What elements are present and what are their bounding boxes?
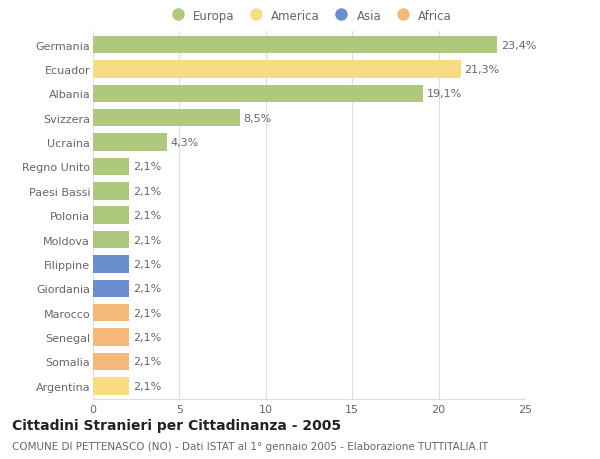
Bar (93, 37, 497, 54)
Text: 2,1%: 2,1% (133, 211, 161, 221)
Bar (93, 377, 129, 395)
Text: 23,4%: 23,4% (501, 40, 536, 50)
Bar (93, 134, 167, 151)
Bar (93, 110, 240, 127)
Text: 2,1%: 2,1% (133, 284, 161, 294)
Text: 2,1%: 2,1% (133, 235, 161, 245)
Bar (93, 329, 129, 346)
Bar (93, 207, 129, 224)
Bar (93, 158, 129, 176)
Bar (93, 280, 129, 297)
Text: 4,3%: 4,3% (171, 138, 199, 148)
Bar (93, 256, 129, 273)
Text: 8,5%: 8,5% (244, 113, 272, 123)
Bar (93, 353, 129, 370)
Text: 2,1%: 2,1% (133, 162, 161, 172)
Bar (93, 183, 129, 200)
Text: 19,1%: 19,1% (427, 89, 462, 99)
Text: 2,1%: 2,1% (133, 308, 161, 318)
Text: 2,1%: 2,1% (133, 357, 161, 367)
Text: 2,1%: 2,1% (133, 381, 161, 391)
Text: 2,1%: 2,1% (133, 332, 161, 342)
Text: 2,1%: 2,1% (133, 259, 161, 269)
Bar (93, 85, 423, 103)
Bar (93, 304, 129, 322)
Text: 2,1%: 2,1% (133, 186, 161, 196)
Bar (93, 61, 461, 78)
Text: Cittadini Stranieri per Cittadinanza - 2005: Cittadini Stranieri per Cittadinanza - 2… (12, 418, 341, 431)
Text: 21,3%: 21,3% (464, 65, 500, 75)
Text: COMUNE DI PETTENASCO (NO) - Dati ISTAT al 1° gennaio 2005 - Elaborazione TUTTITA: COMUNE DI PETTENASCO (NO) - Dati ISTAT a… (12, 441, 488, 451)
Legend: Europa, America, Asia, Africa: Europa, America, Asia, Africa (166, 10, 452, 22)
Bar (93, 231, 129, 249)
